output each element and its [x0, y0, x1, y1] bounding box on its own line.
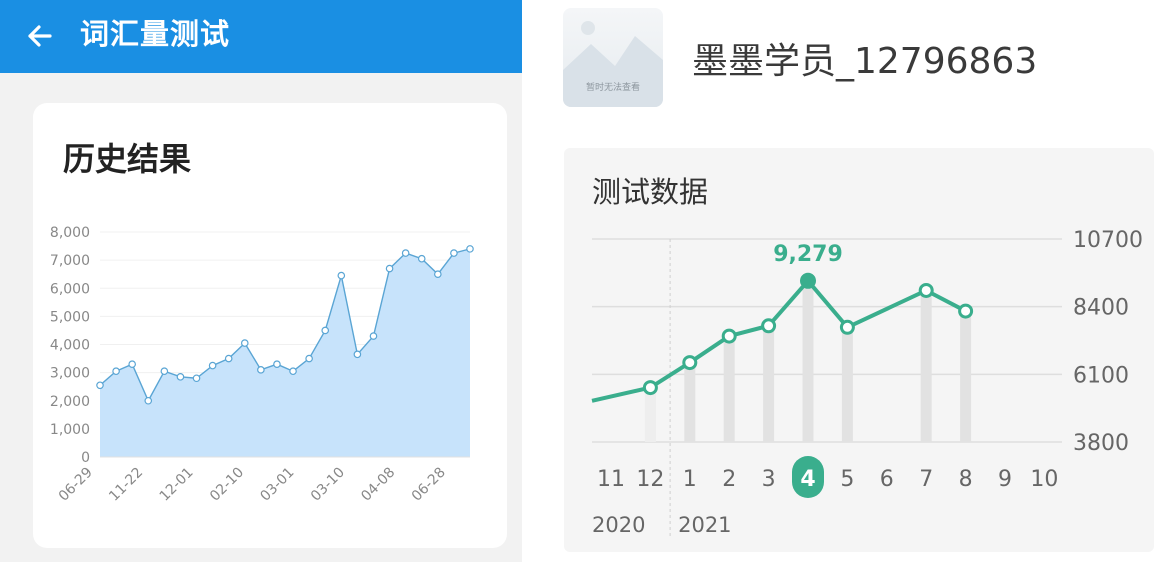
month-label: 6 — [880, 467, 894, 492]
year-label: 2021 — [678, 513, 731, 537]
data-point — [450, 249, 458, 257]
data-point — [289, 367, 297, 376]
data-point — [721, 328, 737, 344]
data-point — [434, 270, 442, 278]
data-point — [144, 396, 153, 405]
y-tick-label: 7,000 — [50, 253, 90, 269]
data-point — [224, 354, 233, 363]
x-tick-label: 03-10 — [308, 465, 348, 505]
data-point — [96, 381, 104, 390]
data-point — [337, 271, 346, 280]
arrow-left-icon[interactable] — [22, 18, 58, 54]
test-data-title: 测试数据 — [592, 175, 709, 209]
y-tick-label: 8,000 — [50, 225, 90, 241]
y-tick-label: 2,000 — [50, 394, 90, 410]
username: 墨墨学员_12796863 — [692, 41, 1038, 82]
x-tick-label: 02-10 — [207, 465, 247, 505]
data-point — [176, 373, 185, 381]
x-tick-label: 12-01 — [157, 465, 197, 505]
app-header: 词汇量测试 — [0, 0, 522, 73]
y-tick-label: 10700 — [1073, 228, 1143, 253]
y-tick-label: 3,000 — [50, 366, 90, 382]
history-card: 历史结果 0 1,000 2,000 3,000 4,000 5,000 6,000 7,00… — [33, 103, 507, 548]
x-tick-label: 03-01 — [257, 465, 297, 505]
page-title: 词汇量测试 — [80, 17, 231, 51]
area-fill — [100, 248, 470, 457]
data-point — [682, 355, 698, 371]
bar — [684, 362, 696, 442]
bar — [763, 325, 775, 442]
month-label-selected: 4 — [800, 467, 815, 492]
y-tick-label: 8400 — [1073, 296, 1129, 321]
data-point — [321, 326, 330, 335]
history-area-chart: 0 1,000 2,000 3,000 4,000 5,000 6,000 7,000 8,00… — [50, 225, 474, 505]
data-point — [305, 354, 313, 363]
x-tick-label: 06-28 — [409, 465, 449, 505]
bar — [644, 387, 656, 442]
y-tick-label: 5,000 — [50, 309, 90, 325]
data-point — [369, 332, 378, 340]
bar — [723, 336, 735, 442]
y-tick-label: 3800 — [1073, 431, 1129, 456]
data-point — [839, 319, 855, 335]
test-data-panel: 测试数据 3800 6100 8400 10700 9,279 11 12 1 2 3 4 5 6 7 8 9… — [564, 148, 1154, 552]
month-label: 10 — [1030, 467, 1058, 492]
data-point — [401, 249, 410, 257]
x-tick-label: 04-08 — [358, 465, 398, 505]
data-point — [385, 264, 394, 273]
bar — [920, 290, 932, 442]
bar — [802, 280, 814, 442]
data-point — [192, 374, 201, 383]
y-tick-label: 6,000 — [50, 281, 90, 297]
highlight-value-label: 9,279 — [773, 242, 843, 267]
month-label: 2 — [722, 467, 736, 492]
bar — [841, 327, 853, 442]
data-point — [257, 366, 265, 374]
month-label: 9 — [998, 467, 1012, 492]
y-tick-label: 0 — [81, 450, 90, 466]
data-point — [918, 282, 934, 298]
image-placeholder-icon — [563, 21, 663, 107]
data-point — [353, 350, 362, 359]
data-point — [642, 380, 658, 396]
selected-data-point — [800, 272, 816, 289]
selected-month-pill — [792, 456, 824, 498]
month-label: 12 — [636, 467, 664, 492]
data-point — [466, 245, 474, 253]
data-point — [160, 367, 169, 376]
data-point — [128, 360, 136, 368]
data-point — [417, 254, 426, 263]
year-label: 2020 — [592, 513, 645, 537]
profile-screen: 暂时无法查看 墨墨学员_12796863 测试数据 3800 6100 8400 10… — [522, 0, 1166, 562]
x-tick-label: 06-29 — [56, 465, 96, 505]
data-point — [958, 303, 974, 319]
month-label: 5 — [840, 467, 854, 492]
x-tick-label: 11-22 — [106, 465, 146, 505]
avatar-placeholder-text: 暂时无法查看 — [585, 83, 640, 93]
data-point — [761, 318, 777, 334]
y-tick-label: 4,000 — [50, 338, 90, 354]
bar — [960, 311, 972, 442]
y-tick-label: 6100 — [1073, 363, 1129, 388]
avatar[interactable]: 暂时无法查看 — [563, 8, 663, 107]
vocab-test-screen: 词汇量测试 历史结果 0 1,000 2,000 3,000 4,000 5,000 6,0… — [0, 0, 522, 562]
month-label: 1 — [683, 467, 697, 492]
y-tick-label: 1,000 — [50, 422, 90, 438]
month-label: 3 — [762, 467, 776, 492]
month-label: 8 — [959, 467, 973, 492]
month-label: 7 — [919, 467, 933, 492]
month-label: 11 — [597, 467, 625, 492]
data-point — [208, 361, 217, 370]
data-point — [240, 339, 249, 347]
history-title: 历史结果 — [63, 140, 192, 178]
data-point — [273, 360, 281, 368]
data-point — [112, 367, 120, 376]
